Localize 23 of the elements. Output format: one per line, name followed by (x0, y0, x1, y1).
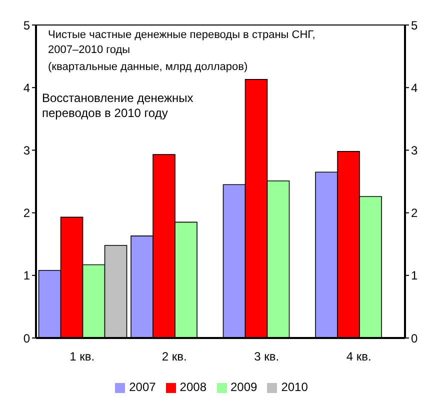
x-tick-label: 1 кв. (70, 350, 95, 364)
y2-tick-label: 3 (411, 143, 418, 158)
y2-tick-label: 4 (411, 80, 418, 95)
text: (квартальные данные, млрд долларов) (48, 60, 249, 75)
annotation: Восстановление денежных переводов в 2010 году (42, 91, 194, 121)
x-tick-label: 3 кв. (254, 350, 280, 364)
y2-tick-label: 1 (411, 268, 418, 283)
y-tick-label: 5 (23, 18, 30, 32)
y-tick-label: 2 (23, 206, 30, 220)
y2-tick-label: 2 (411, 206, 418, 220)
x-tick-label: 4 кв. (346, 350, 372, 364)
legend-label: 2007 (129, 380, 156, 394)
text: Чистые частные денежные переводы в страны СНГ, 2007–2010 годы (48, 28, 316, 58)
legend-label: 2009 (230, 380, 258, 394)
y2-tick-label: 5 (411, 18, 418, 32)
y-tick-label: 1 (23, 268, 30, 283)
legend-label: 2008 (180, 380, 206, 394)
x-tick-label: 2 кв. (162, 350, 187, 364)
y2-tick-label: 0 (411, 331, 418, 346)
y-tick-label: 4 (23, 80, 30, 95)
legend-label: 2010 (281, 380, 308, 394)
y-tick-label: 3 (23, 143, 30, 158)
y-tick-label: 0 (23, 331, 30, 346)
